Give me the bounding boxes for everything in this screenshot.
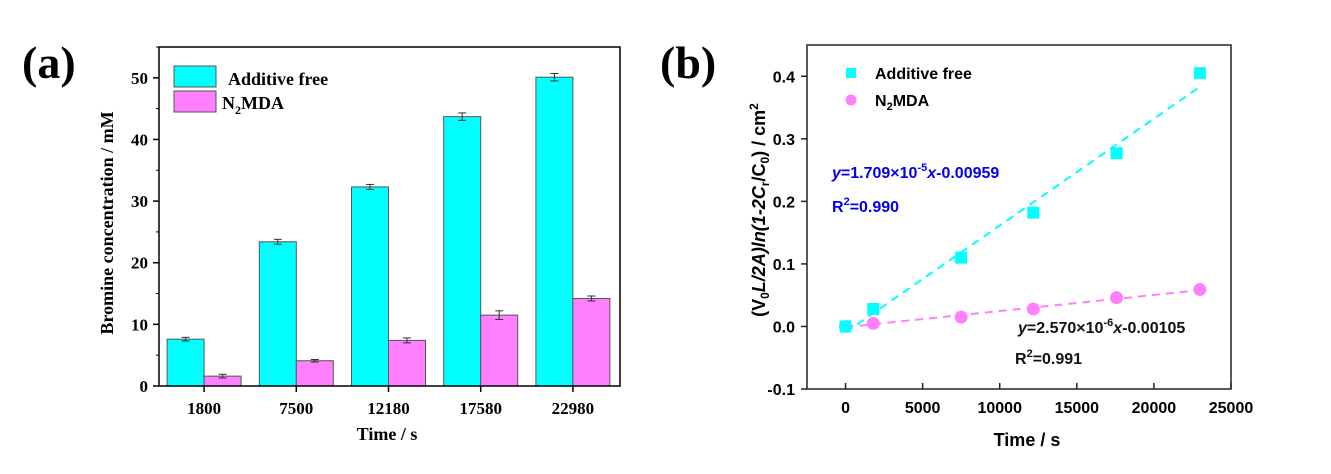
- panel-b-x-ticks: 0 5000 10000 15000 20000 25000: [841, 383, 1253, 417]
- bar-n2mda-7500: [295, 360, 334, 387]
- y-tick-label--0.1: -0.1: [767, 382, 795, 399]
- panel-b-label: (b): [660, 37, 716, 88]
- point-n2mda-7500: [954, 310, 968, 324]
- y-tick-label-0.4: 0.4: [773, 69, 795, 86]
- x-tick-label-5000: 5000: [905, 400, 941, 417]
- error-bar-additive-free-22980: [550, 73, 559, 82]
- error-bar-additive-free-7500: [273, 238, 282, 245]
- panel-b-legend: Additive free N2MDA: [845, 66, 972, 113]
- bar-additive-free-1800: [166, 338, 205, 387]
- point-additive-free-22980: [1193, 67, 1206, 80]
- bar-additive-free-7500: [258, 241, 297, 387]
- y-tick-label-20: 20: [131, 254, 148, 273]
- x-tick-label-25000: 25000: [1209, 400, 1254, 417]
- panel-b-points: [839, 67, 1207, 333]
- panel-b-y-ticks: -0.1 0.0 0.1 0.2 0.3 0.4: [767, 69, 807, 399]
- panel-a-frame: [158, 46, 621, 387]
- x-tick-label-12180: 12180: [367, 399, 410, 418]
- panel-a-y-axis-label: Bromine concentration / mM: [97, 111, 117, 334]
- y-tick-label-0.2: 0.2: [773, 194, 795, 211]
- x-tick-label-15000: 15000: [1055, 400, 1100, 417]
- y-tick-label-30: 30: [131, 192, 148, 211]
- panel-b: (b) -0.1 0.0 0.1 0.2 0.3 0.4 0 5000 10000 15000 2…: [660, 37, 1253, 450]
- point-n2mda-1800: [866, 316, 880, 330]
- fit-line-additive-free: [844, 85, 1201, 334]
- bar-n2mda-17580: [480, 314, 519, 387]
- error-bar-additive-free-1800: [181, 336, 190, 342]
- fit-r2-additive-free: R2=0.990: [832, 196, 899, 216]
- x-tick-label-1800: 1800: [187, 399, 221, 418]
- panel-b-fit-lines: [844, 85, 1201, 334]
- point-n2mda-12180: [1026, 302, 1040, 316]
- legend-item-additive-free: Additive free: [846, 66, 972, 83]
- y-tick-label-0.0: 0.0: [773, 319, 795, 336]
- y-tick-label-10: 10: [131, 315, 148, 334]
- legend-swatch-n2mda: [173, 90, 217, 113]
- error-bar-n2mda-12180: [403, 337, 411, 344]
- x-tick-label-20000: 20000: [1132, 400, 1177, 417]
- panel-a-legend: Additive free N2MDA: [173, 65, 328, 117]
- bar-n2mda-22980: [572, 297, 611, 387]
- legend-item-n2mda: N2MDA: [845, 93, 930, 113]
- point-additive-free-17580: [1110, 147, 1123, 160]
- fit-annotation-additive-free: y=1.709×10-5x-0.00959 R2=0.990: [831, 162, 999, 216]
- x-tick-label-17580: 17580: [459, 399, 502, 418]
- y-tick-label-0.3: 0.3: [773, 132, 795, 149]
- legend-label-n2mda: N2MDA: [875, 93, 930, 113]
- x-tick-label-10000: 10000: [977, 400, 1022, 417]
- error-bar-n2mda-17580: [495, 310, 504, 320]
- fit-annotation-n2mda: y=2.570×10-6x-0.00105 R2=0.991: [1015, 317, 1185, 368]
- panel-a-bars: [166, 73, 611, 387]
- error-bar-additive-free-12180: [366, 183, 374, 190]
- point-n2mda-22980: [1193, 283, 1207, 297]
- bar-additive-free-17580: [443, 116, 482, 387]
- y-tick-label-40: 40: [131, 130, 148, 149]
- panel-a-y-ticks: 0 10 20 30 40 50: [131, 46, 159, 396]
- y-tick-label-0.1: 0.1: [773, 257, 795, 274]
- error-bar-n2mda-1800: [218, 373, 227, 379]
- panel-b-frame: [806, 44, 1232, 390]
- legend-swatch-additive-free: [173, 65, 217, 88]
- x-tick-label-7500: 7500: [279, 399, 313, 418]
- legend-label-n2mda: N2MDA: [222, 93, 284, 117]
- panel-b-x-axis-label: Time / s: [994, 430, 1061, 450]
- fit-r2-n2mda: R2=0.991: [1015, 348, 1082, 368]
- fit-equation-n2mda: y=2.570×10-6x-0.00105: [1017, 317, 1185, 337]
- error-bar-additive-free-17580: [458, 112, 467, 121]
- legend-marker-circle: [845, 94, 857, 106]
- x-tick-label-22980: 22980: [552, 399, 595, 418]
- fit-equation-additive-free: y=1.709×10-5x-0.00959: [831, 162, 999, 182]
- x-tick-label-0: 0: [841, 400, 850, 417]
- point-additive-free-0: [839, 320, 852, 333]
- legend-label-additive-free: Additive free: [228, 69, 328, 89]
- point-additive-free-7500: [955, 251, 968, 264]
- legend-item-additive-free: Additive free: [173, 65, 328, 89]
- y-tick-label-0: 0: [140, 377, 149, 396]
- error-bar-n2mda-7500: [310, 358, 319, 363]
- bar-additive-free-12180: [351, 186, 389, 387]
- y-tick-label-50: 50: [131, 69, 148, 88]
- panel-a-label: (a): [22, 37, 76, 88]
- point-additive-free-1800: [867, 302, 880, 315]
- point-additive-free-12180: [1027, 206, 1040, 219]
- legend-item-n2mda: N2MDA: [173, 90, 284, 117]
- panel-b-y-axis-label: (V0L/2A)ln(1-2Cr/C0) / cm2: [747, 103, 772, 317]
- error-bar-n2mda-22980: [587, 295, 596, 302]
- panel-a-x-ticks: 1800 7500 12180 17580 22980: [187, 386, 594, 418]
- bar-n2mda-12180: [388, 339, 426, 387]
- legend-label-additive-free: Additive free: [875, 66, 972, 83]
- panel-a-x-axis-label: Time / s: [357, 424, 418, 444]
- point-n2mda-17580: [1110, 291, 1124, 305]
- fit-line-n2mda: [845, 289, 1200, 329]
- bar-additive-free-22980: [535, 76, 574, 387]
- legend-marker-square: [846, 68, 856, 78]
